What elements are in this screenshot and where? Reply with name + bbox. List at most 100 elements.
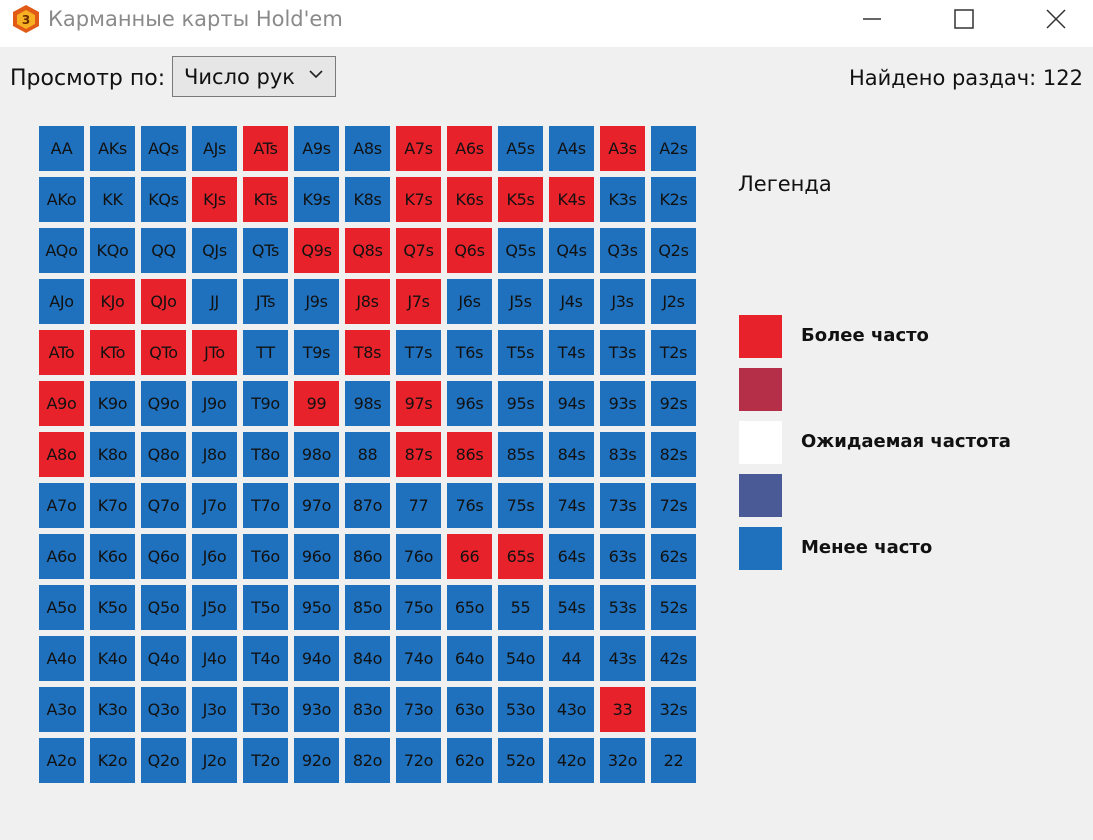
hand-cell[interactable]: K9o [90,381,135,426]
hand-cell[interactable]: KQs [141,177,186,222]
hand-cell[interactable]: Q7o [141,483,186,528]
hand-cell[interactable]: T4o [243,636,288,681]
hand-cell[interactable]: A2o [39,738,84,783]
hand-cell[interactable]: K5s [498,177,543,222]
hand-cell[interactable]: K7o [90,483,135,528]
hand-cell[interactable]: 54o [498,636,543,681]
hand-cell[interactable]: 93o [294,687,339,732]
hand-cell[interactable]: 42s [651,636,696,681]
hand-cell[interactable]: 62o [447,738,492,783]
hand-cell[interactable]: K3s [600,177,645,222]
hand-cell[interactable]: J8s [345,279,390,324]
hand-cell[interactable]: 82o [345,738,390,783]
hand-cell[interactable]: 92o [294,738,339,783]
hand-cell[interactable]: K2o [90,738,135,783]
hand-cell[interactable]: Q2s [651,228,696,273]
hand-cell[interactable]: K6s [447,177,492,222]
hand-cell[interactable]: KQo [90,228,135,273]
hand-cell[interactable]: T5s [498,330,543,375]
hand-cell[interactable]: 32s [651,687,696,732]
hand-cell[interactable]: 74s [549,483,594,528]
hand-cell[interactable]: J3o [192,687,237,732]
hand-cell[interactable]: 77 [396,483,441,528]
hand-cell[interactable]: 43o [549,687,594,732]
hand-cell[interactable]: A7o [39,483,84,528]
hand-cell[interactable]: J3s [600,279,645,324]
hand-cell[interactable]: Q3o [141,687,186,732]
hand-cell[interactable]: J4s [549,279,594,324]
hand-cell[interactable]: 42o [549,738,594,783]
hand-cell[interactable]: Q6o [141,534,186,579]
hand-cell[interactable]: 97s [396,381,441,426]
hand-cell[interactable]: T6s [447,330,492,375]
hand-cell[interactable]: 74o [396,636,441,681]
hand-cell[interactable]: KJo [90,279,135,324]
hand-cell[interactable]: 76o [396,534,441,579]
hand-cell[interactable]: T8s [345,330,390,375]
hand-cell[interactable]: 83o [345,687,390,732]
hand-cell[interactable]: QJs [192,228,237,273]
hand-cell[interactable]: 75o [396,585,441,630]
hand-cell[interactable]: QTs [243,228,288,273]
hand-cell[interactable]: QTo [141,330,186,375]
hand-cell[interactable]: QQ [141,228,186,273]
hand-cell[interactable]: 72o [396,738,441,783]
hand-cell[interactable]: 63o [447,687,492,732]
hand-cell[interactable]: K6o [90,534,135,579]
hand-cell[interactable]: A7s [396,126,441,171]
hand-cell[interactable]: 97o [294,483,339,528]
hand-cell[interactable]: J4o [192,636,237,681]
hand-cell[interactable]: Q8s [345,228,390,273]
hand-cell[interactable]: JJ [192,279,237,324]
hand-cell[interactable]: JTo [192,330,237,375]
hand-cell[interactable]: 53o [498,687,543,732]
hand-cell[interactable]: 32o [600,738,645,783]
hand-cell[interactable]: KJs [192,177,237,222]
hand-cell[interactable]: 72s [651,483,696,528]
hand-cell[interactable]: 87o [345,483,390,528]
hand-cell[interactable]: K7s [396,177,441,222]
hand-cell[interactable]: AQo [39,228,84,273]
hand-cell[interactable]: ATo [39,330,84,375]
hand-cell[interactable]: 64s [549,534,594,579]
hand-cell[interactable]: 95s [498,381,543,426]
hand-cell[interactable]: T3s [600,330,645,375]
hand-cell[interactable]: 53s [600,585,645,630]
hand-cell[interactable]: KK [90,177,135,222]
hand-cell[interactable]: J2o [192,738,237,783]
hand-cell[interactable]: A5o [39,585,84,630]
hand-cell[interactable]: 96s [447,381,492,426]
hand-cell[interactable]: J2s [651,279,696,324]
hand-cell[interactable]: T9o [243,381,288,426]
hand-cell[interactable]: 87s [396,432,441,477]
hand-cell[interactable]: KTo [90,330,135,375]
hand-cell[interactable]: Q3s [600,228,645,273]
hand-cell[interactable]: T6o [243,534,288,579]
hand-cell[interactable]: 98o [294,432,339,477]
hand-cell[interactable]: J7s [396,279,441,324]
view-by-select[interactable]: Число рук [172,56,336,97]
hand-cell[interactable]: 83s [600,432,645,477]
hand-cell[interactable]: 75s [498,483,543,528]
hand-cell[interactable]: AKs [90,126,135,171]
hand-cell[interactable]: A2s [651,126,696,171]
hand-cell[interactable]: J6s [447,279,492,324]
hand-cell[interactable]: A5s [498,126,543,171]
hand-cell[interactable]: AJs [192,126,237,171]
hand-cell[interactable]: 95o [294,585,339,630]
hand-cell[interactable]: T2s [651,330,696,375]
hand-cell[interactable]: 44 [549,636,594,681]
hand-cell[interactable]: T2o [243,738,288,783]
hand-cell[interactable]: Q7s [396,228,441,273]
hand-cell[interactable]: 65s [498,534,543,579]
hand-cell[interactable]: 84s [549,432,594,477]
hand-cell[interactable]: Q9o [141,381,186,426]
hand-cell[interactable]: 93s [600,381,645,426]
hand-cell[interactable]: A4o [39,636,84,681]
hand-cell[interactable]: 52s [651,585,696,630]
hand-cell[interactable]: A6o [39,534,84,579]
hand-cell[interactable]: 88 [345,432,390,477]
hand-cell[interactable]: AQs [141,126,186,171]
hand-cell[interactable]: 84o [345,636,390,681]
hand-cell[interactable]: AJo [39,279,84,324]
